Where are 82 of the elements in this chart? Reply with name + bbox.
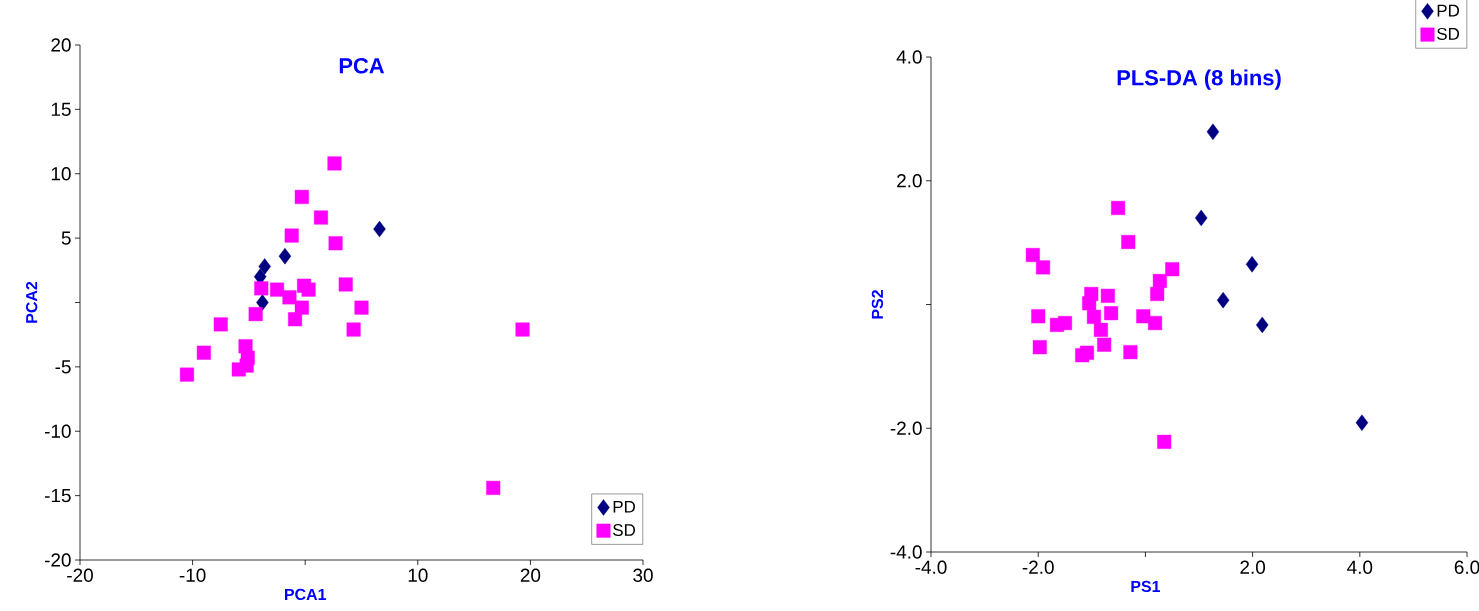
- point: [1256, 316, 1269, 334]
- point: [1136, 309, 1151, 324]
- point: [1165, 262, 1180, 277]
- x-tick-label: 30: [633, 568, 653, 582]
- point: [515, 322, 530, 337]
- point: [354, 300, 369, 315]
- y-tick-label: -2.0: [890, 421, 922, 435]
- y-tick-label: 15: [51, 102, 71, 116]
- point: [1097, 337, 1112, 352]
- y-axis-title: PCA2: [26, 281, 38, 323]
- y-axis-title: PS2: [871, 290, 884, 319]
- point: [338, 277, 353, 292]
- point: [1025, 248, 1040, 262]
- point: [1245, 256, 1259, 273]
- x-tick-label: 10: [408, 568, 428, 582]
- point: [1086, 309, 1101, 324]
- point: [1123, 345, 1138, 360]
- text: PLS-DA (8 bins): [1117, 69, 1281, 90]
- y-tick-label: 2.0: [897, 174, 922, 188]
- point: [278, 247, 292, 265]
- point: [1206, 123, 1220, 141]
- point: [1058, 316, 1073, 331]
- legend-label: PD: [613, 500, 635, 513]
- point: [256, 294, 269, 311]
- x-tick-label: -20: [67, 568, 93, 582]
- point: [1194, 209, 1208, 227]
- y-tick-label: -4.0: [890, 545, 922, 559]
- x-tick-label: 4.0: [1347, 560, 1373, 574]
- point: [373, 220, 386, 238]
- point: [1100, 288, 1115, 303]
- y-tick-label: 10: [51, 167, 71, 181]
- point: [270, 282, 285, 297]
- y-tick-label: -10: [44, 424, 71, 438]
- point: [486, 480, 501, 495]
- y-tick-label: -15: [44, 489, 71, 503]
- x-tick-label: -2.0: [1022, 560, 1054, 574]
- point: [327, 156, 342, 171]
- point: [1104, 306, 1119, 321]
- point: [213, 317, 228, 332]
- point: [1216, 291, 1230, 309]
- x-tick-label: -10: [179, 568, 206, 582]
- point: [282, 290, 297, 305]
- legend-label: SD: [1437, 27, 1460, 40]
- point: [346, 322, 361, 337]
- point: [1111, 200, 1126, 215]
- y-tick-label: 4.0: [896, 50, 922, 64]
- x-axis-title: PS1: [1131, 580, 1161, 593]
- y-tick-label: 5: [61, 231, 71, 245]
- x-tick-label: 2.0: [1240, 560, 1266, 574]
- point: [254, 281, 269, 296]
- point: [1355, 414, 1369, 431]
- point: [248, 307, 263, 322]
- point: [1082, 296, 1097, 311]
- point: [288, 312, 303, 327]
- point: [1150, 286, 1165, 301]
- x-tick-label: -4.0: [915, 560, 947, 574]
- point: [294, 189, 309, 204]
- point: [1032, 340, 1047, 355]
- point: [301, 282, 316, 297]
- legend-label: PD: [1437, 4, 1460, 17]
- point: [179, 367, 194, 382]
- x-tick-label: 6.0: [1454, 560, 1479, 574]
- point: [258, 258, 271, 275]
- point: [1152, 273, 1167, 288]
- point: [1031, 309, 1046, 324]
- point: [284, 228, 299, 243]
- point: [1036, 260, 1051, 275]
- point: [1121, 235, 1136, 249]
- point: [1079, 345, 1094, 360]
- point: [328, 236, 343, 251]
- point: [196, 345, 211, 360]
- chart-title: PCA: [339, 57, 385, 74]
- point: [1157, 434, 1172, 449]
- y-tick-label: 20: [51, 38, 71, 52]
- x-axis-title: PCA1: [285, 588, 327, 601]
- point: [1093, 322, 1108, 337]
- point: [313, 210, 328, 225]
- x-tick-label: 20: [520, 568, 541, 582]
- legend-label: SD: [613, 524, 635, 537]
- point: [239, 358, 254, 373]
- point: [1148, 316, 1163, 331]
- y-tick-label: -5: [55, 360, 71, 374]
